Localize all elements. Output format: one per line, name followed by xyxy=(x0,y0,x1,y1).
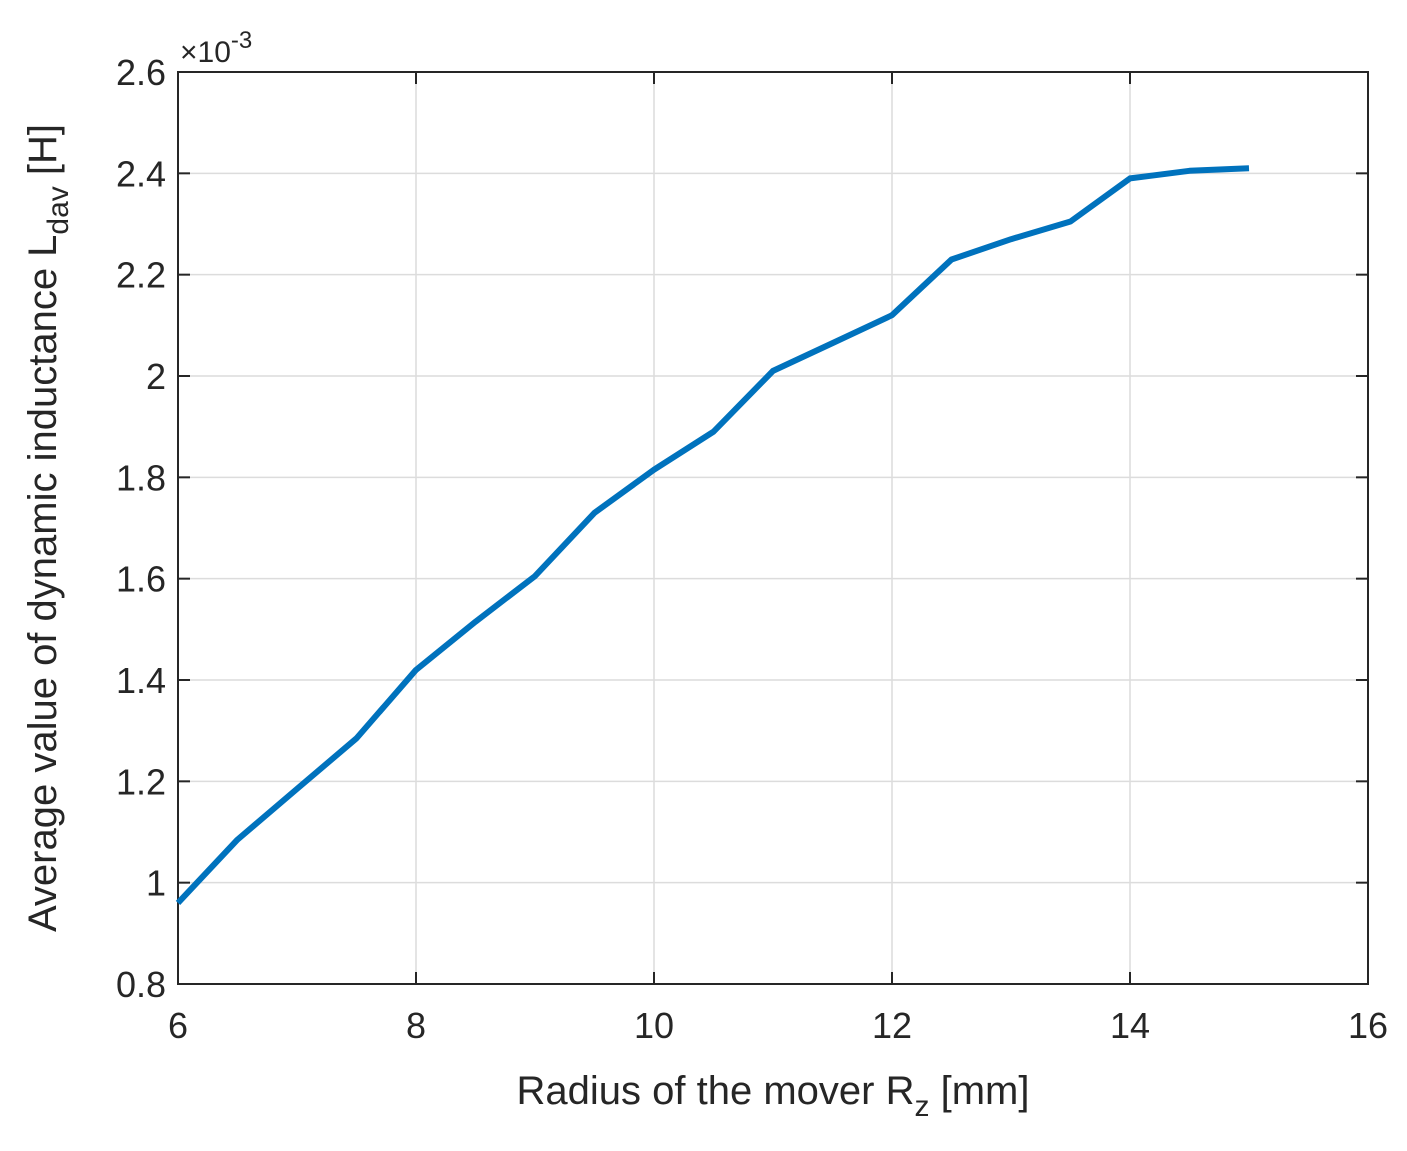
x-tick-label: 12 xyxy=(872,1005,912,1046)
y-tick-label: 2.4 xyxy=(116,153,166,194)
x-axis-label: Radius of the mover Rz [mm] xyxy=(517,1069,1030,1123)
x-tick-label: 16 xyxy=(1348,1005,1388,1046)
x-tick-label: 14 xyxy=(1110,1005,1150,1046)
plot-area xyxy=(178,72,1368,984)
y-tick-label: 2.6 xyxy=(116,52,166,93)
y-tick-label: 1.6 xyxy=(116,559,166,600)
y-exponent-label: ×10-3 xyxy=(180,27,252,69)
y-tick-label: 0.8 xyxy=(116,964,166,1005)
x-tick-label: 8 xyxy=(406,1005,426,1046)
y-tick-label: 1.2 xyxy=(116,761,166,802)
y-tick-label: 1.4 xyxy=(116,660,166,701)
x-tick-label: 10 xyxy=(634,1005,674,1046)
x-tick-label: 6 xyxy=(168,1005,188,1046)
y-tick-label: 2.2 xyxy=(116,255,166,296)
plot-box xyxy=(177,71,1369,985)
series-group xyxy=(175,165,1250,905)
y-tick-label: 2 xyxy=(146,356,166,397)
x-tick-labels: 6 8 10 12 14 16 xyxy=(168,1005,1388,1046)
y-axis-label: Average value of dynamic inductance Ldav… xyxy=(21,124,75,932)
y-tick-labels: 0.8 1 1.2 1.4 1.6 1.8 2 2.2 2.4 2.6 xyxy=(116,52,166,1005)
y-tick-label: 1.8 xyxy=(116,457,166,498)
y-tick-label: 1 xyxy=(146,863,166,904)
